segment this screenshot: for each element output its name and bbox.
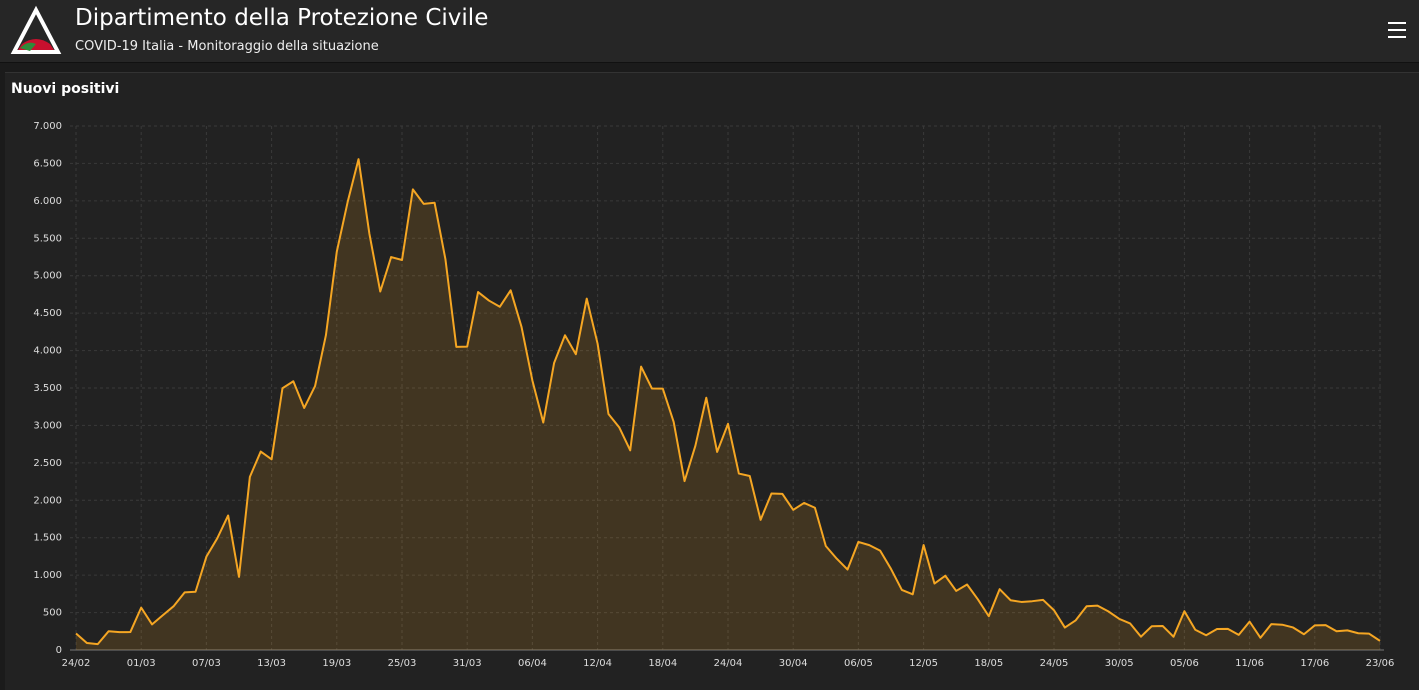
- x-tick-label: 07/03: [192, 658, 221, 669]
- y-tick-label: 6.000: [33, 196, 62, 207]
- menu-button[interactable]: [1388, 21, 1408, 39]
- x-tick-label: 17/06: [1300, 658, 1329, 669]
- y-tick-label: 3.500: [33, 383, 62, 394]
- x-tick-label: 01/03: [127, 658, 156, 669]
- x-tick-label: 12/05: [909, 658, 938, 669]
- x-tick-label: 05/06: [1170, 658, 1199, 669]
- x-tick-label: 25/03: [388, 658, 417, 669]
- area: [76, 159, 1380, 650]
- header: Dipartimento della Protezione Civile COV…: [0, 0, 1419, 63]
- x-tick-label: 18/05: [974, 658, 1003, 669]
- x-tick-label: 11/06: [1235, 658, 1264, 669]
- y-tick-label: 2.500: [33, 458, 62, 469]
- x-tick-label: 19/03: [322, 658, 351, 669]
- x-tick-label: 23/06: [1366, 658, 1395, 669]
- app-title: Dipartimento della Protezione Civile: [75, 5, 489, 31]
- y-tick-label: 7.000: [33, 121, 62, 132]
- x-tick-label: 24/04: [714, 658, 743, 669]
- y-tick-label: 500: [43, 608, 62, 619]
- x-tick-label: 30/04: [779, 658, 808, 669]
- x-tick-label: 06/04: [518, 658, 547, 669]
- y-tick-label: 4.000: [33, 346, 62, 357]
- y-tick-label: 6.500: [33, 158, 62, 169]
- y-tick-label: 0: [56, 645, 62, 656]
- y-tick-label: 3.000: [33, 420, 62, 431]
- logo: [10, 5, 62, 54]
- x-tick-label: 31/03: [453, 658, 482, 669]
- chart-panel: Nuovi positivi 0 500 1.000 1.500 2.000 2.500 3…: [5, 72, 1419, 690]
- line: [75, 158, 1381, 646]
- app-subtitle: COVID-19 Italia - Monitoraggio della sit…: [75, 39, 379, 54]
- y-tick-label: 4.500: [33, 308, 62, 319]
- chart: 0 500 1.000 1.500 2.000 2.500 3.000 3.500 4.000 4…: [33, 121, 1395, 669]
- y-tick-label: 1.500: [33, 533, 62, 544]
- x-tick-label: 06/05: [844, 658, 873, 669]
- x-tick-label: 24/05: [1040, 658, 1069, 669]
- x-tick-label: 13/03: [257, 658, 286, 669]
- x-tick-label: 18/04: [648, 658, 677, 669]
- chart-title: Nuovi positivi: [11, 81, 120, 97]
- x-tick-label: 12/04: [583, 658, 612, 669]
- y-tick-label: 5.500: [33, 233, 62, 244]
- y-tick-label: 1.000: [33, 570, 62, 581]
- y-tick-label: 2.000: [33, 495, 62, 506]
- x-tick-label: 24/02: [62, 658, 91, 669]
- y-tick-label: 5.000: [33, 271, 62, 282]
- x-tick-label: 30/05: [1105, 658, 1134, 669]
